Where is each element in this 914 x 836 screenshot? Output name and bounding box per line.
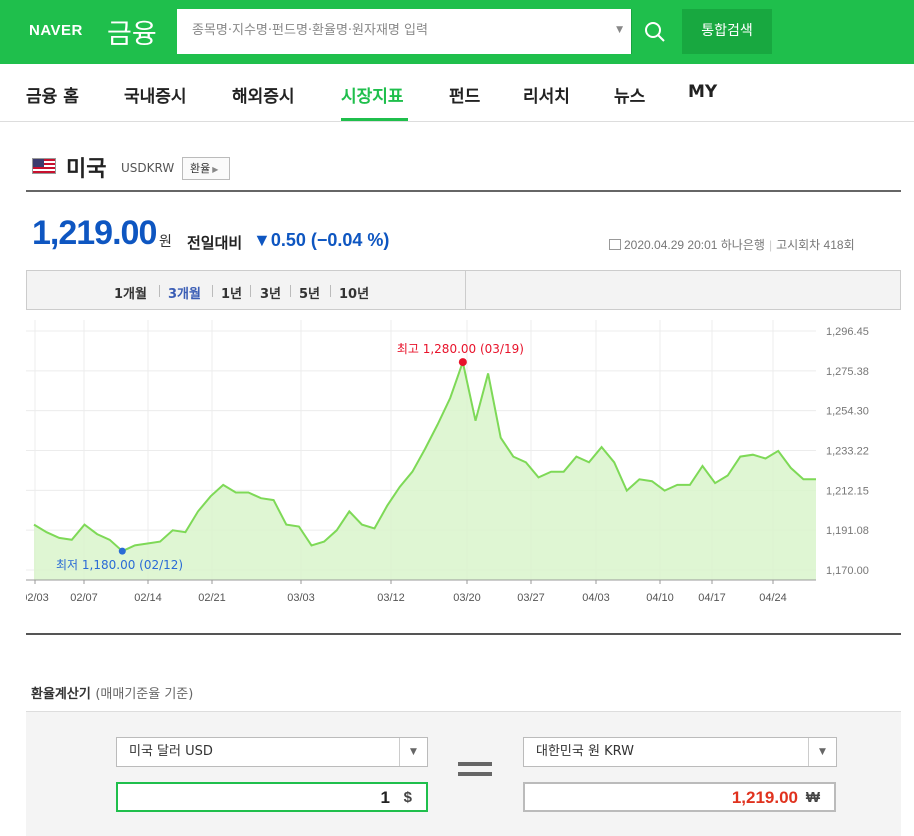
- from-currency-select[interactable]: 미국 달러 USD ▼: [116, 737, 428, 767]
- period-tab-10y[interactable]: 10년: [339, 287, 370, 302]
- chart-svg: 1,296.45 1,275.38 1,254.30 1,233.22 1,212.15…: [26, 320, 869, 604]
- period-tab-3y[interactable]: 3년: [260, 287, 282, 302]
- nav-item-my[interactable]: MY: [688, 82, 718, 102]
- x-tick-label: 04/24: [759, 592, 787, 604]
- x-tick-label: 02/14: [134, 592, 162, 604]
- min-point: [118, 547, 126, 555]
- change-label: 전일대비: [187, 234, 243, 252]
- from-amount-unit: $: [403, 789, 412, 806]
- quote-meta: 2020.04.29 20:01 하나은행 | 고시회차 418회: [609, 236, 855, 253]
- chevron-down-icon[interactable]: ▼: [808, 738, 836, 766]
- quote-bank: 하나은행: [720, 238, 765, 252]
- series-line: [33, 358, 816, 553]
- title-divider: [26, 190, 901, 192]
- to-amount-value: 1,219.00: [731, 788, 798, 807]
- search-box: ▼: [177, 9, 631, 54]
- min-label: 최저 1,180.00 (02/12): [56, 558, 183, 572]
- x-tick-label: 02/07: [70, 592, 98, 604]
- price-unit: 원: [159, 234, 172, 250]
- calculator-title: 환율계산기 (매매기준율 기준): [31, 683, 193, 702]
- period-tab-1y[interactable]: 1년: [221, 287, 243, 302]
- change-value: ▼0.50 (−0.04 %): [253, 230, 390, 250]
- max-label: 최고 1,280.00 (03/19): [397, 342, 524, 356]
- to-currency-select[interactable]: 대한민국 원 KRW ▼: [523, 737, 837, 767]
- nav-item-research[interactable]: 리서치: [523, 87, 570, 107]
- to-amount-unit: ₩: [805, 789, 820, 806]
- nav-item-market-indicators[interactable]: 시장지표: [341, 87, 404, 107]
- y-tick-label: 1,296.45: [826, 326, 869, 338]
- y-tick-label: 1,233.22: [826, 446, 869, 458]
- search-icon: [645, 22, 665, 42]
- nav-active-indicator: [341, 118, 408, 121]
- calendar-icon: [609, 239, 621, 250]
- y-tick-label: 1,275.38: [826, 366, 869, 378]
- x-tick-label: 04/03: [582, 592, 610, 604]
- period-tab-1m[interactable]: 1개월: [114, 287, 147, 302]
- chevron-right-icon: ▶: [212, 165, 219, 174]
- y-tick-label: 1,191.08: [826, 525, 869, 537]
- nav-item-news[interactable]: 뉴스: [614, 87, 646, 107]
- y-tick-label: 1,212.15: [826, 485, 869, 497]
- period-tab-bar: 1개월 3개월 1년 3년 5년 10년: [26, 270, 901, 310]
- ticker-code: USDKRW: [121, 161, 175, 175]
- max-point: [458, 358, 467, 367]
- nav-item-fund[interactable]: 펀드: [449, 87, 481, 107]
- finance-logo[interactable]: 금융: [107, 19, 157, 50]
- calculator-title-note: (매매기준율 기준): [95, 687, 194, 702]
- search-dropdown-icon[interactable]: ▼: [616, 25, 623, 35]
- x-tick-label: 03/12: [377, 592, 405, 604]
- top-header: NAVER 금융 ▼ 통합검색: [0, 0, 914, 64]
- us-flag-icon: [32, 158, 56, 174]
- chevron-down-icon[interactable]: ▼: [399, 738, 427, 766]
- x-tick-label: 02/21: [198, 592, 226, 604]
- exchange-rate-chart: 1,296.45 1,275.38 1,254.30 1,233.22 1,212.15…: [26, 320, 906, 615]
- period-tab-5y[interactable]: 5년: [299, 287, 321, 302]
- x-tick-label: 04/17: [698, 592, 726, 604]
- period-tab-3m[interactable]: 3개월: [168, 287, 201, 302]
- chart-area: [34, 362, 816, 580]
- nav-item-finance-home[interactable]: 금융 홈: [26, 87, 79, 107]
- x-tick-label: 03/27: [517, 592, 545, 604]
- fx-button[interactable]: 환율 ▶: [182, 157, 230, 180]
- y-tick-label: 1,254.30: [826, 406, 869, 418]
- to-amount-input[interactable]: 1,219.00 ₩: [523, 782, 836, 812]
- from-amount-value: 1: [380, 788, 390, 807]
- x-tick-label: 04/10: [646, 592, 674, 604]
- naver-logo[interactable]: NAVER: [29, 22, 83, 39]
- x-tick-label: 02/03: [26, 592, 49, 604]
- page-title: 미국: [66, 157, 107, 182]
- search-button[interactable]: [631, 9, 676, 54]
- quote-datetime: 2020.04.29 20:01: [624, 238, 718, 252]
- to-currency-label: 대한민국 원 KRW: [536, 744, 634, 759]
- nav-item-domestic[interactable]: 국내증시: [124, 87, 187, 107]
- main-nav: 금융 홈 국내증시 해외증시 시장지표 펀드 리서치 뉴스 MY: [0, 64, 914, 122]
- equals-icon: [458, 762, 492, 782]
- x-tick-label: 03/20: [453, 592, 481, 604]
- y-tick-label: 1,170.00: [826, 565, 869, 577]
- search-input[interactable]: [177, 9, 577, 52]
- nav-item-overseas[interactable]: 해외증시: [232, 87, 295, 107]
- from-amount-input[interactable]: 1 $: [116, 782, 428, 812]
- current-price: 1,219.00: [32, 214, 157, 252]
- quote-round: 고시회차 418회: [776, 238, 855, 252]
- calculator-title-text: 환율계산기: [31, 687, 91, 702]
- chart-bottom-divider: [26, 633, 901, 635]
- fx-button-label: 환율: [190, 162, 211, 175]
- x-tick-label: 03/03: [287, 592, 315, 604]
- integrated-search-button[interactable]: 통합검색: [682, 9, 772, 54]
- from-currency-label: 미국 달러 USD: [129, 744, 213, 759]
